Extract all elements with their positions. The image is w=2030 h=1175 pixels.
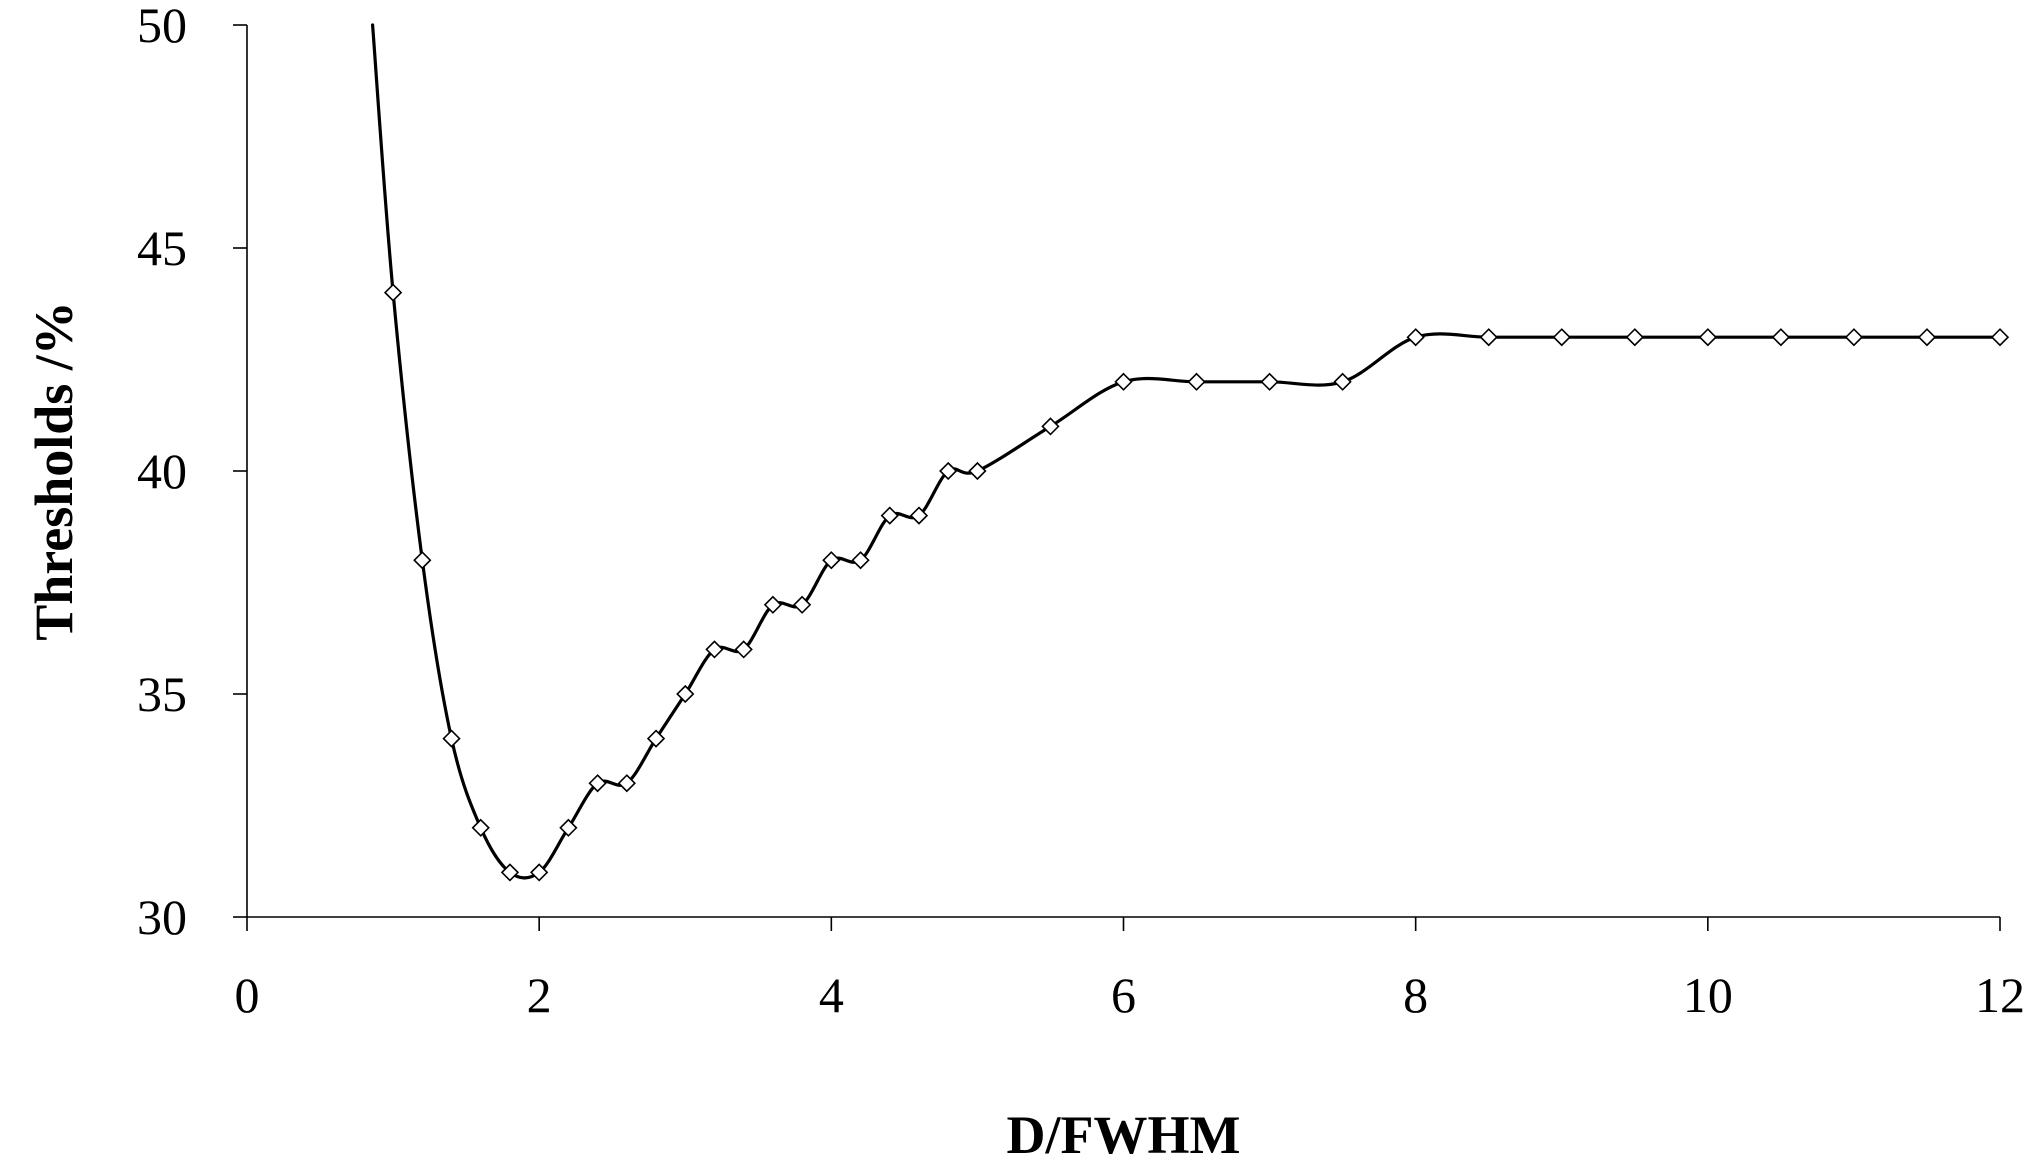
y-tick-label: 50: [137, 0, 187, 53]
data-point: [1406, 328, 1425, 347]
data-point: [939, 461, 958, 481]
x-tick-label: 10: [1683, 967, 1733, 1023]
data-point: [1260, 372, 1279, 391]
data-point: [588, 774, 607, 793]
x-axis-title: D/FWHM: [1007, 1105, 1241, 1165]
y-tick-label: 40: [137, 443, 187, 499]
data-point: [676, 684, 695, 704]
x-tick-label: 8: [1403, 967, 1428, 1023]
data-point: [1844, 328, 1864, 347]
x-tick-label: 12: [1975, 967, 2025, 1023]
data-point: [1917, 328, 1937, 347]
data-point: [763, 595, 783, 614]
data-point: [559, 818, 578, 837]
data-point: [1187, 372, 1206, 391]
data-point: [1114, 372, 1133, 391]
data-point: [851, 551, 870, 570]
data-point: [646, 729, 666, 748]
data-point: [734, 640, 753, 659]
data-point: [530, 863, 549, 882]
data-point: [500, 863, 520, 882]
data-point: [413, 551, 432, 570]
x-tick-label: 2: [527, 967, 552, 1023]
series-line: [371, 23, 2002, 880]
y-tick-label: 45: [137, 220, 187, 276]
data-point: [617, 774, 636, 793]
data-point: [471, 818, 490, 837]
data-point: [1990, 328, 2010, 347]
data-point: [909, 506, 929, 525]
y-ticks: 30 35 40 45 50: [137, 0, 247, 945]
y-tick-label: 30: [137, 889, 187, 945]
data-point: [442, 729, 461, 748]
data-point: [1041, 417, 1060, 436]
data-point: [968, 461, 987, 481]
data-point: [1771, 328, 1791, 347]
x-tick-label: 6: [1111, 967, 1136, 1023]
data-point: [1333, 372, 1352, 391]
x-tick-label: 4: [819, 967, 844, 1023]
data-point: [383, 283, 403, 302]
plot-area: [371, 23, 2010, 882]
data-point: [1552, 328, 1571, 347]
axes: [246, 25, 2000, 918]
x-tick-label: 0: [235, 967, 260, 1023]
data-point: [1698, 328, 1717, 347]
data-point: [1625, 328, 1644, 347]
data-point: [705, 640, 724, 659]
data-point: [792, 595, 812, 614]
y-tick-label: 35: [137, 666, 187, 722]
data-point: [822, 551, 841, 570]
data-point: [1479, 328, 1498, 347]
x-ticks: 0 2 4 6 8 10 12: [235, 917, 2025, 1023]
y-axis-title: Thresholds /%: [24, 301, 84, 641]
data-point: [880, 506, 899, 525]
